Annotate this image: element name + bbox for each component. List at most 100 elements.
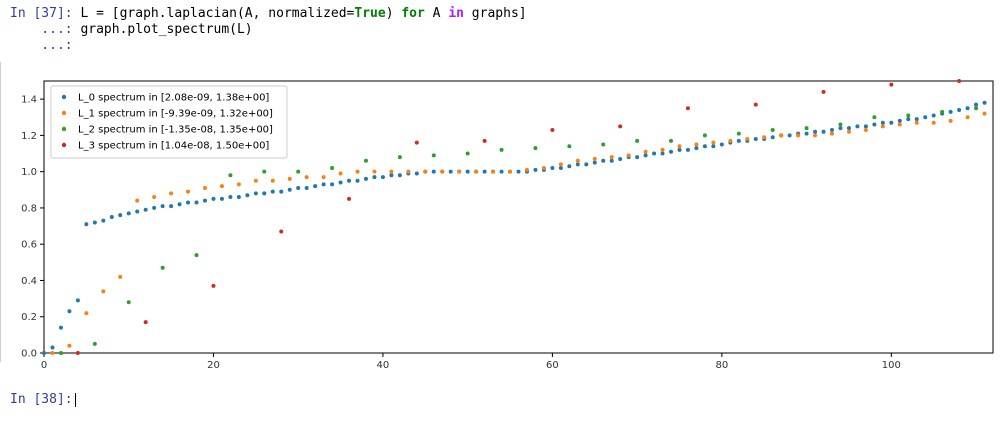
series-1-point (118, 274, 123, 279)
series-1-point (457, 169, 462, 174)
series-2-point (872, 115, 877, 120)
series-3-point (550, 127, 555, 132)
series-0-point (635, 155, 640, 160)
legend-label: L_3 spectrum in [1.04e-08, 1.50e+00] (78, 141, 269, 152)
series-2-point (974, 106, 979, 111)
series-0-point (685, 147, 690, 152)
y-tick-label: 0.6 (21, 240, 37, 251)
series-0-point (296, 185, 301, 190)
series-1-point (863, 127, 868, 132)
series-1-point (474, 169, 479, 174)
series-1-point (101, 289, 106, 294)
series-1-point (186, 189, 191, 194)
series-1-point (338, 171, 343, 176)
series-1-point (491, 169, 496, 174)
series-2-point (940, 109, 945, 114)
continuation-prompt: ...: (10, 22, 73, 37)
series-0-point (152, 205, 157, 210)
series-0-point (287, 187, 292, 192)
series-0-point (42, 351, 46, 355)
series-1-point (830, 131, 835, 136)
y-tick-label: 0.2 (21, 312, 37, 323)
series-0-point (770, 135, 775, 140)
code-token: A (424, 6, 449, 21)
series-2-point (804, 126, 809, 131)
series-1-point (880, 124, 885, 129)
series-0-point (92, 220, 97, 225)
series-0-point (160, 204, 165, 209)
code-cell[interactable]: In [37]: L = [graph.laplacian(A, normali… (10, 6, 998, 54)
legend-label: L_0 spectrum in [2.08e-09, 1.38e+00] (78, 93, 269, 104)
series-0-point (719, 142, 724, 147)
y-tick-label: 0.4 (21, 276, 37, 287)
series-0-point (855, 124, 860, 129)
series-0-point (101, 218, 106, 223)
series-0-point (516, 169, 521, 174)
code-line-2: ...: graph.plot_spectrum(L) (10, 22, 998, 38)
y-tick-label: 1.0 (21, 167, 37, 178)
x-tick-label: 60 (546, 360, 559, 371)
series-0-point (414, 171, 419, 176)
series-3-point (753, 102, 758, 107)
series-0-point (550, 166, 555, 171)
series-1-point (677, 144, 682, 149)
series-0-point (889, 120, 894, 125)
series-1-point (965, 115, 970, 120)
series-1-point (694, 142, 699, 147)
code-text-line-1: L = [graph.laplacian(A, normalized=True)… (72, 6, 526, 21)
y-tick-label: 0.0 (21, 349, 37, 360)
legend-marker (61, 142, 67, 148)
series-0-point (211, 196, 216, 201)
series-2-point (499, 147, 504, 152)
series-0-point (431, 169, 436, 174)
series-0-point (194, 200, 199, 205)
series-1-point (253, 178, 258, 183)
series-2-point (431, 153, 436, 158)
series-0-point (465, 169, 470, 174)
series-0-point (228, 195, 233, 200)
y-tick-label: 0.8 (21, 203, 37, 214)
series-1-point (779, 133, 784, 138)
series-0-point (186, 200, 191, 205)
series-3-point (821, 89, 826, 94)
series-0-point (380, 175, 385, 180)
series-0-point (177, 202, 182, 207)
series-1-point (931, 120, 936, 125)
input-prompt: In [37]: (10, 6, 73, 21)
series-1-point (558, 162, 563, 167)
series-0-point (169, 204, 174, 209)
next-code-cell[interactable]: In [38]: (10, 392, 76, 407)
code-token: L = [graph.laplacian(A, normalized= (72, 6, 355, 21)
legend-label: L_1 spectrum in [-9.39e-09, 1.32e+00] (78, 109, 273, 120)
series-0-point (982, 100, 987, 105)
series-0-point (270, 189, 275, 194)
series-1-point (914, 120, 919, 125)
series-1-point (406, 169, 411, 174)
series-0-point (957, 108, 962, 113)
input-prompt-next: In [38]: (10, 392, 73, 407)
series-0-point (499, 169, 504, 174)
series-0-point (965, 106, 970, 111)
series-2-point (736, 131, 741, 136)
series-0-point (609, 158, 614, 163)
series-0-point (118, 213, 123, 218)
series-1-point (304, 175, 309, 180)
series-0-point (660, 151, 665, 156)
series-0-point (109, 215, 114, 219)
series-1-point (609, 155, 614, 160)
series-0-point (880, 120, 885, 125)
series-0-point (813, 129, 818, 134)
series-2-point (669, 138, 674, 143)
series-2-point (194, 253, 199, 258)
series-2-point (635, 138, 640, 143)
series-1-point (745, 137, 750, 142)
series-1-point (626, 153, 631, 158)
series-2-point (601, 142, 606, 147)
series-2-point (906, 113, 911, 118)
x-tick-label: 20 (207, 360, 220, 371)
series-1-point (796, 133, 801, 138)
legend-marker (61, 110, 67, 116)
series-2-point (126, 300, 131, 305)
code-line-1: In [37]: L = [graph.laplacian(A, normali… (10, 6, 998, 22)
series-0-point (279, 189, 284, 194)
